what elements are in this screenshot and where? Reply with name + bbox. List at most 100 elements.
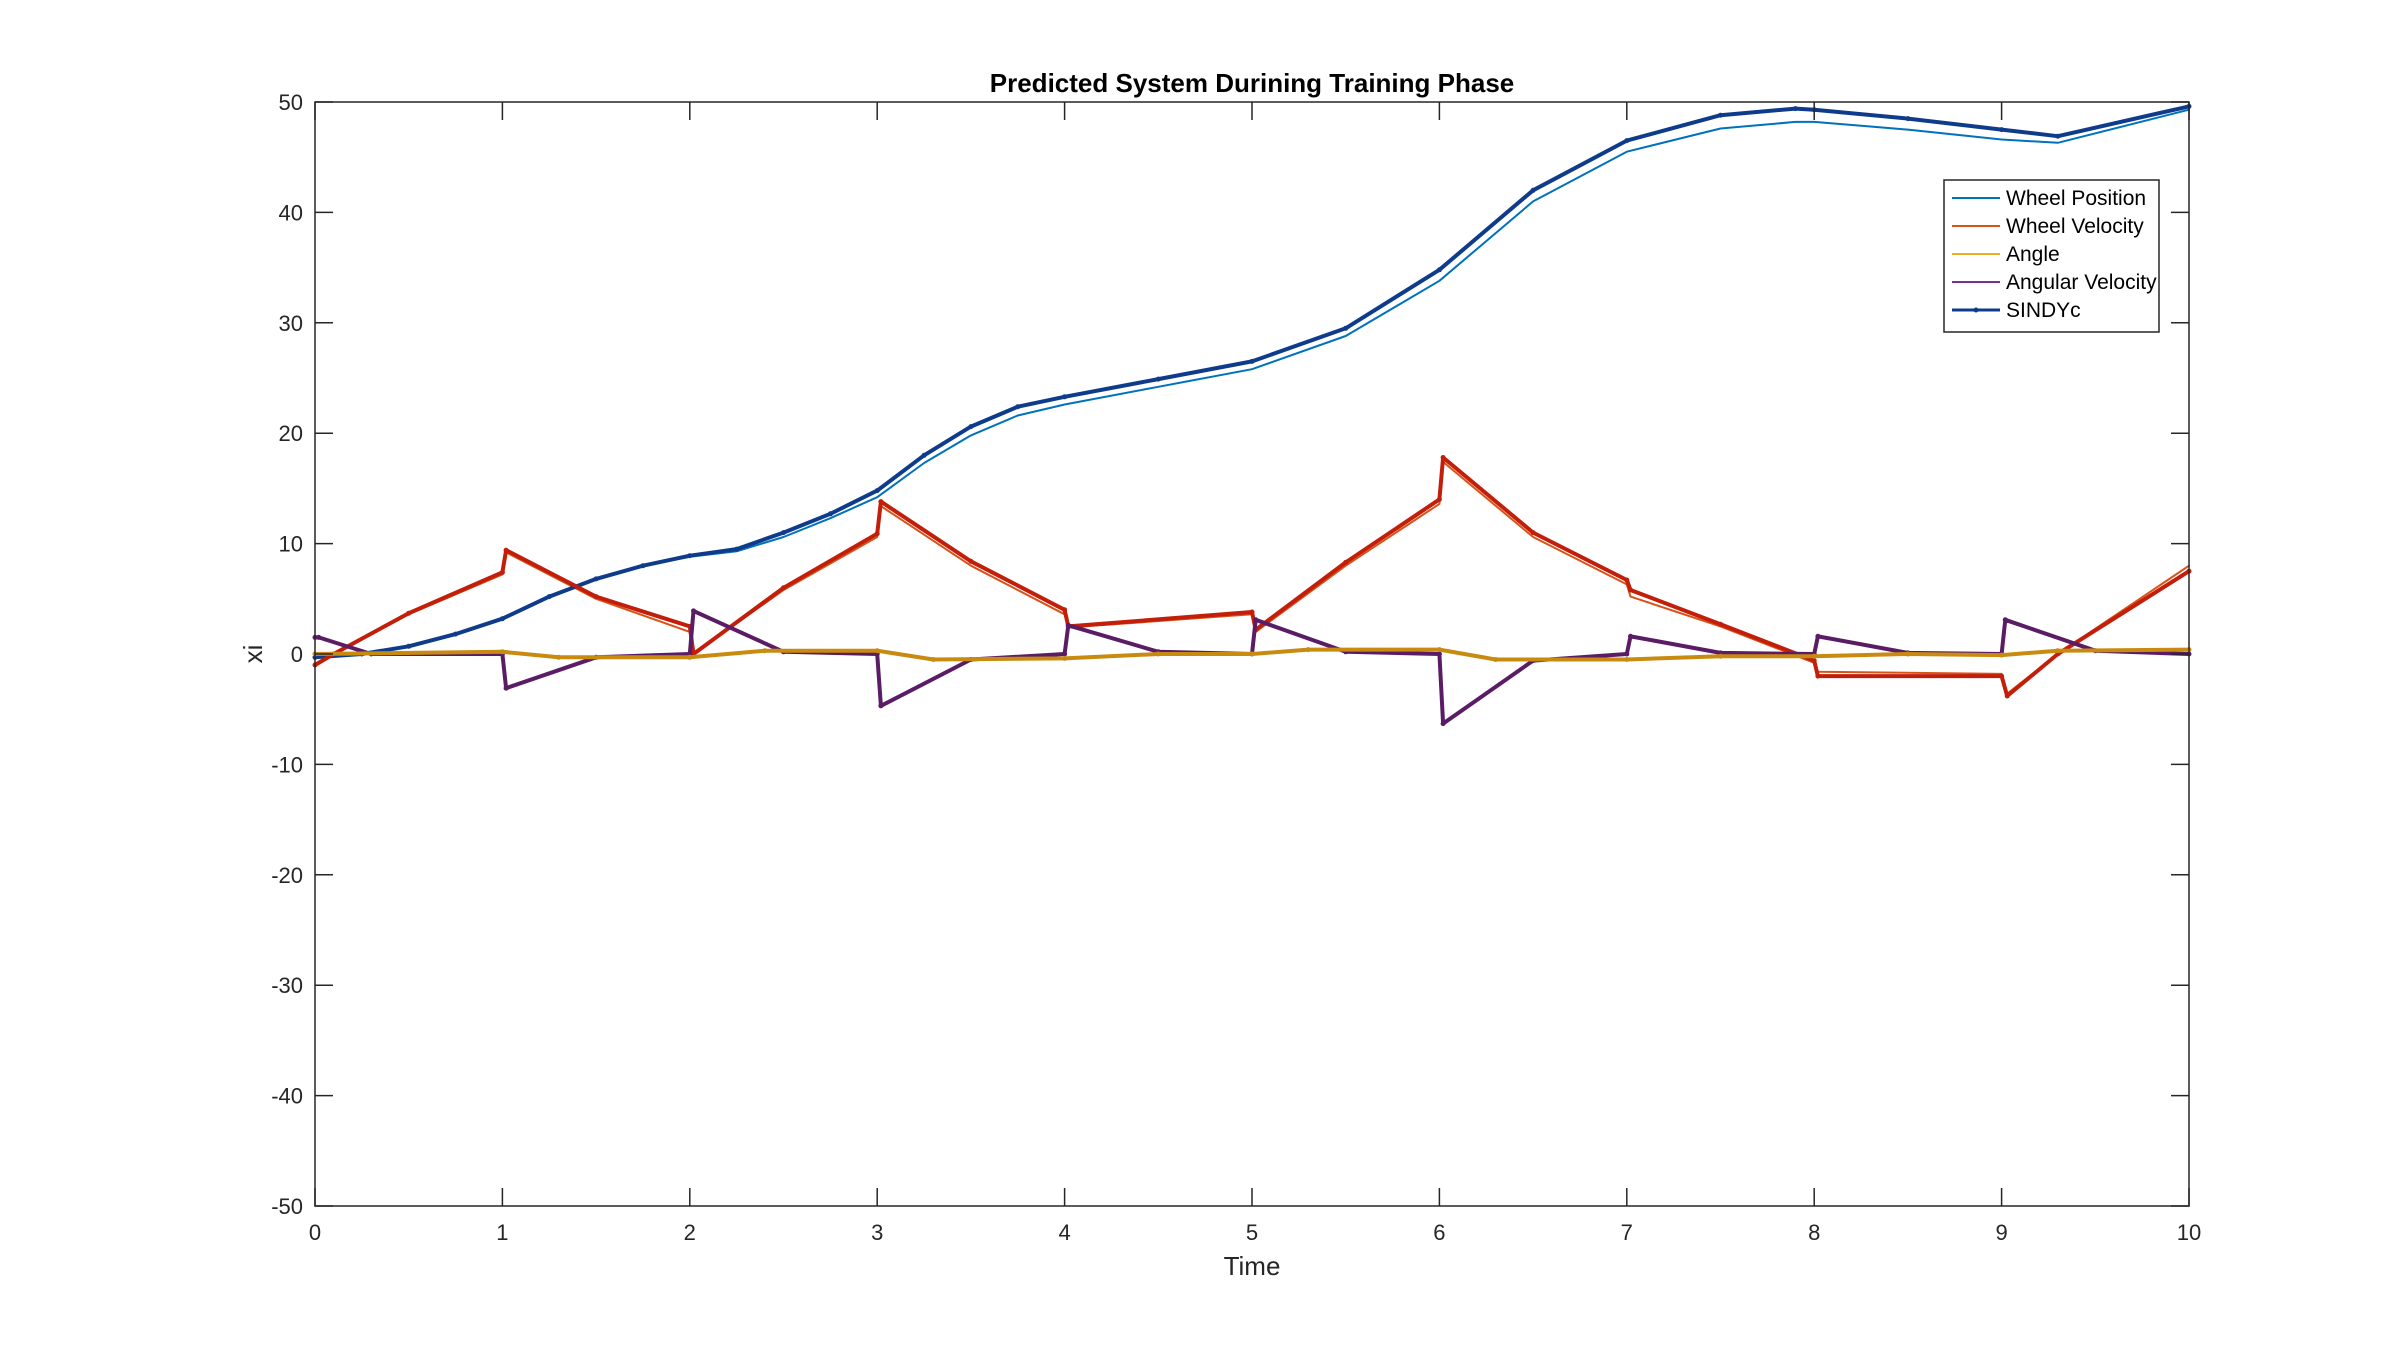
data-point [1062, 607, 1068, 613]
x-tick-label: 4 [1058, 1220, 1070, 1245]
data-point [406, 610, 412, 616]
data-point [1793, 106, 1798, 112]
data-point [1440, 721, 1446, 727]
legend-marker [1973, 307, 1979, 313]
data-point [1718, 621, 1723, 627]
data-point [874, 531, 880, 537]
data-point [556, 654, 562, 660]
data-point [762, 648, 768, 654]
data-point [1999, 127, 2005, 133]
data-point [1718, 112, 1723, 118]
data-point [593, 594, 599, 600]
x-tick-label: 9 [1995, 1220, 2007, 1245]
data-point [968, 424, 974, 430]
data-point [1155, 651, 1161, 657]
x-axis-label: Time [1224, 1251, 1281, 1281]
data-point [1253, 617, 1259, 623]
y-tick-label: 40 [279, 200, 303, 225]
data-point [2055, 133, 2061, 139]
x-tick-label: 3 [871, 1220, 883, 1245]
data-point [1718, 653, 1723, 659]
data-point [1815, 673, 1821, 679]
data-point [878, 703, 884, 709]
data-point [640, 563, 646, 569]
y-tick-label: -10 [271, 752, 303, 777]
y-tick-label: 50 [279, 90, 303, 115]
data-point [1624, 657, 1630, 662]
data-point [453, 631, 458, 637]
x-tick-label: 1 [496, 1220, 508, 1245]
y-tick-label: -30 [271, 973, 303, 998]
series-line [313, 647, 2191, 662]
data-point [1065, 622, 1071, 628]
data-point [1999, 652, 2005, 658]
x-tick-label: 10 [2177, 1220, 2201, 1245]
legend-label: Wheel Velocity [2006, 215, 2144, 238]
data-point [546, 594, 552, 600]
data-point [499, 569, 505, 575]
data-point [1155, 376, 1161, 382]
data-point [1624, 577, 1630, 583]
y-tick-label: 10 [279, 532, 303, 557]
data-point [1343, 325, 1349, 331]
series-sindyc-component-5 [312, 455, 2192, 699]
data-point [1015, 404, 1021, 410]
data-point [921, 452, 927, 458]
data-point [930, 657, 936, 662]
data-point [968, 558, 974, 564]
x-tick-label: 0 [309, 1220, 321, 1245]
data-point [593, 576, 599, 582]
data-point [499, 649, 505, 655]
legend-box [1943, 179, 2160, 333]
data-point [1249, 609, 1255, 615]
data-point [2002, 617, 2008, 623]
series-sindyc-component-7 [312, 647, 2192, 662]
data-point [503, 547, 509, 553]
data-point [878, 499, 884, 505]
data-point [1249, 651, 1255, 657]
data-point [1436, 651, 1442, 657]
data-point [1530, 187, 1536, 193]
y-tick-label: 20 [279, 421, 303, 446]
data-point [1624, 651, 1630, 657]
data-point [691, 608, 696, 614]
data-point [734, 546, 740, 552]
data-point [1493, 657, 1499, 662]
x-tick-label: 7 [1621, 1220, 1633, 1245]
x-tick-label: 2 [684, 1220, 696, 1245]
legend-label: Angle [2006, 243, 2060, 266]
chart-title: Predicted System Durining Training Phase [990, 68, 1514, 98]
data-point [1905, 116, 1911, 122]
data-point [1624, 138, 1630, 144]
data-point [687, 654, 693, 660]
data-point [1062, 655, 1068, 661]
x-tick-label: 5 [1246, 1220, 1258, 1245]
data-point [1436, 647, 1442, 653]
data-point [1436, 267, 1442, 273]
data-point [1249, 358, 1255, 364]
data-point [1811, 658, 1817, 664]
data-point [874, 488, 880, 494]
data-point [1436, 496, 1442, 502]
data-point [1440, 455, 1446, 460]
data-point [503, 685, 509, 691]
data-point [1530, 530, 1536, 536]
axes-layer: 0 1 2 3 4 5 6 7 8 9 10 -50 -40 -30 -20 -10 0 10 20 30 40 50 [271, 90, 2201, 1245]
y-axis-label: xi [238, 645, 268, 664]
data-point [1628, 633, 1633, 639]
data-point [2004, 693, 2010, 699]
data-point [406, 643, 412, 649]
x-tick-label: 8 [1808, 1220, 1820, 1245]
data-point [316, 634, 322, 640]
data-point [1343, 559, 1349, 565]
data-point [1062, 651, 1068, 657]
series-line [313, 104, 2191, 660]
data-point [1905, 651, 1911, 657]
data-point [781, 585, 786, 591]
legend-label: Wheel Position [2006, 187, 2146, 210]
data-point [827, 511, 833, 517]
data-point [1815, 633, 1821, 639]
legend-label: SINDYc [2006, 299, 2081, 322]
